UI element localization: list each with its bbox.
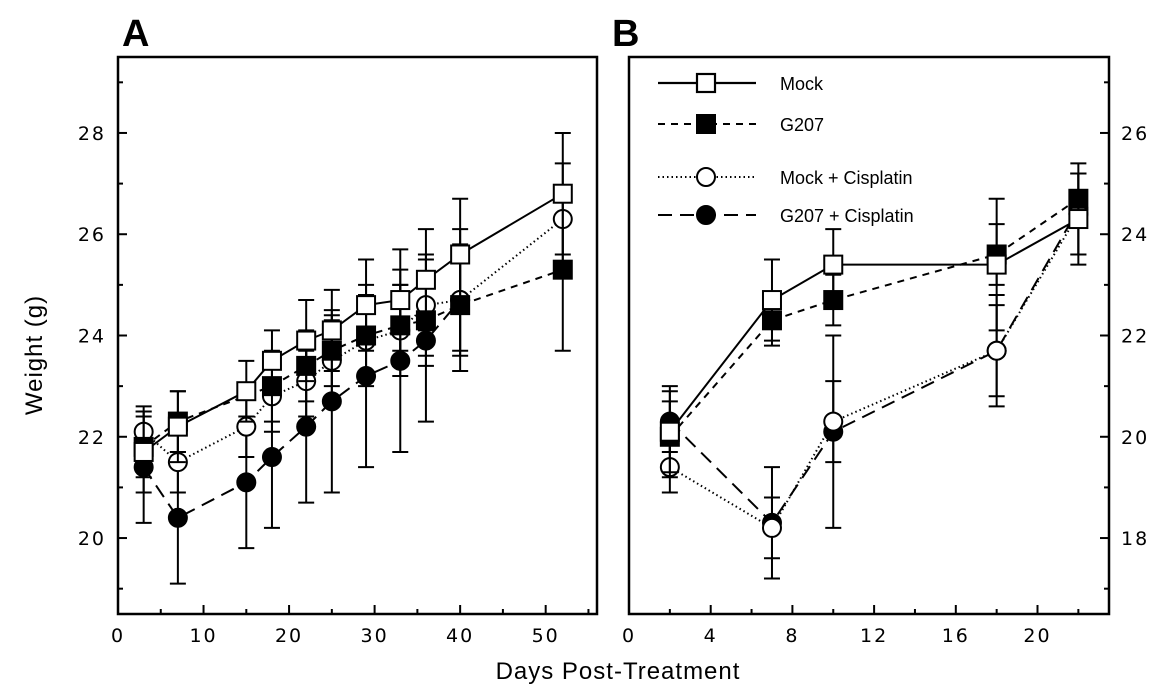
series-line-mock-cisplatin: [143, 218, 564, 464]
data-point-mock: [261, 350, 282, 371]
legend-item-g207: G207: [658, 114, 824, 135]
data-point-mock: [450, 244, 471, 265]
series-line-mock: [669, 218, 1079, 433]
y-tick-label-a: 28: [78, 123, 106, 145]
series-line-g207-cisplatin: [142, 299, 461, 520]
y-tick-label-b: 26: [1121, 123, 1149, 145]
series-mock-b: [659, 172, 1089, 479]
legend-marker-filled-circle: [696, 205, 716, 225]
y-tick-label-b: 24: [1121, 224, 1149, 246]
y-tick-label-a: 26: [78, 224, 106, 246]
data-point-g207: [552, 259, 573, 280]
data-point-mock-cisplatin: [986, 340, 1007, 361]
data-point-mock: [236, 381, 257, 402]
data-point-mock-cisplatin: [823, 411, 844, 432]
x-tick-label-a: 50: [532, 625, 560, 647]
x-tick-label-a: 0: [111, 625, 125, 647]
x-tick-label-b: 20: [1023, 625, 1051, 647]
data-point-mock: [761, 290, 782, 311]
data-point-g207-cisplatin: [236, 472, 257, 493]
x-tick-label-b: 4: [704, 625, 718, 647]
legend-label-mock: Mock: [780, 74, 824, 94]
data-point-g207-cisplatin: [167, 507, 188, 528]
series-line-g207: [669, 197, 1079, 438]
x-tick-label-b: 8: [785, 625, 799, 647]
legend-label-mock-cisplatin: Mock + Cisplatin: [780, 168, 913, 188]
legend-item-mock-cisplatin: Mock + Cisplatin: [658, 167, 913, 188]
legend-label-g207-cisplatin: G207 + Cisplatin: [780, 206, 914, 226]
series-line-g207: [143, 268, 564, 448]
legend-item-mock: Mock: [658, 72, 824, 94]
y-tick-label-a: 20: [78, 528, 106, 550]
x-tick-label-a: 30: [361, 625, 389, 647]
legend: Mock G207 Mock + Cisplatin G207 + Cispla…: [658, 72, 914, 226]
panel-label-b: B: [612, 13, 639, 55]
x-axis-title: Days Post-Treatment: [496, 658, 741, 685]
series-mock-cisplatin-a: [133, 162, 573, 494]
data-point-mock: [167, 416, 188, 437]
x-tick-label-b: 16: [942, 625, 970, 647]
data-point-g207-cisplatin: [261, 447, 282, 468]
data-point-mock: [296, 330, 317, 351]
data-point-mock: [986, 254, 1007, 275]
data-point-mock: [659, 421, 680, 442]
data-point-mock: [1068, 209, 1089, 230]
series-line-mock: [143, 192, 564, 453]
legend-label-g207: G207: [780, 115, 824, 135]
data-point-mock: [415, 269, 436, 290]
y-tick-label-b: 22: [1121, 326, 1149, 348]
legend-item-g207-cisplatin: G207 + Cisplatin: [658, 205, 914, 226]
x-tick-label-b: 0: [622, 625, 636, 647]
data-point-mock: [133, 441, 154, 462]
legend-marker-filled-square: [696, 114, 716, 134]
data-point-mock: [552, 183, 573, 204]
data-point-mock: [321, 320, 342, 341]
legend-marker-open-circle: [696, 167, 716, 187]
legend-marker-open-square: [695, 72, 717, 94]
series-g207-a: [133, 187, 573, 479]
data-point-mock: [823, 254, 844, 275]
y-tick-label-b: 20: [1121, 427, 1149, 449]
panel-a: 0 10 20 30 40 50 20 22 24 26 28: [78, 55, 599, 647]
y-tick-label-a: 22: [78, 427, 106, 449]
y-tick-label-b: 18: [1121, 528, 1149, 550]
data-point-mock: [390, 290, 411, 311]
data-point-mock: [356, 295, 377, 316]
series-mock-cisplatin-b: [659, 172, 1089, 560]
series-line-mock-cisplatin: [669, 213, 1080, 530]
plot-frame-b: [627, 55, 1111, 616]
series-mock-a: [133, 131, 573, 494]
x-tick-label-b: 12: [860, 625, 888, 647]
data-point-mock-cisplatin: [761, 517, 782, 538]
x-tick-label-a: 40: [446, 625, 474, 647]
x-tick-label-a: 20: [275, 625, 303, 647]
x-tick-label-a: 10: [189, 625, 217, 647]
y-tick-label-a: 24: [78, 326, 106, 348]
data-point-g207-cisplatin: [296, 416, 317, 437]
panel-label-a: A: [122, 13, 149, 55]
y-axis-title: Weight (g): [21, 295, 48, 415]
panel-b: 0 4 8 12 16 20 18 20 22 24 26: [622, 55, 1149, 647]
